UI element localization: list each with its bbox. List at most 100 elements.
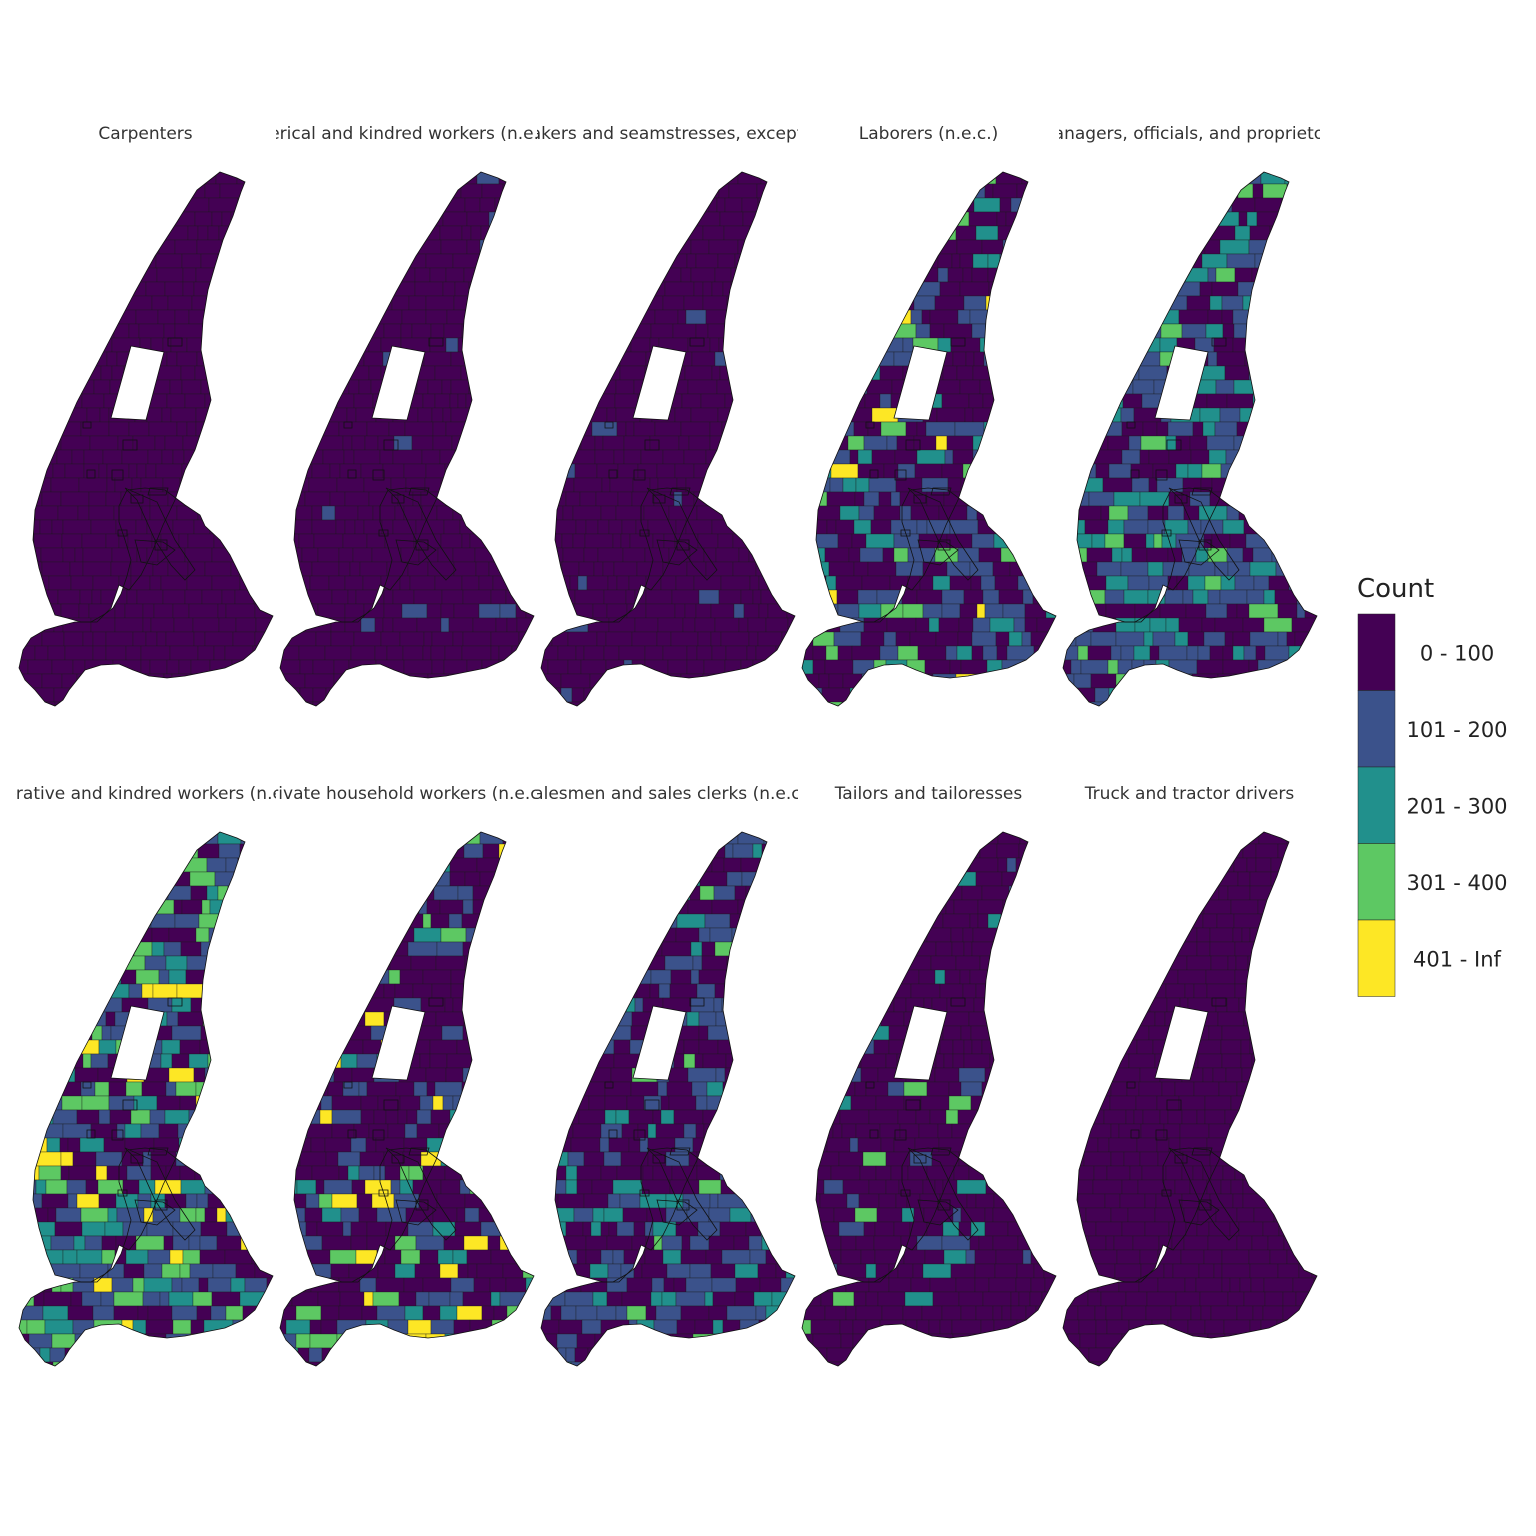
census-tract (660, 1109, 675, 1125)
census-tract (1025, 1095, 1047, 1111)
census-tract (168, 1067, 195, 1083)
census-tract (668, 197, 694, 213)
census-tract (351, 435, 366, 451)
census-tract (171, 997, 192, 1013)
census-tract (132, 631, 147, 647)
census-tract (1195, 701, 1223, 706)
census-tract (280, 1277, 297, 1293)
census-tract (85, 365, 102, 381)
census-tract (753, 701, 764, 706)
census-tract (84, 1235, 103, 1251)
census-tract (878, 491, 892, 507)
census-tract (357, 323, 367, 339)
census-tract (609, 281, 625, 297)
census-tract (267, 1109, 273, 1125)
census-tract (1222, 645, 1234, 661)
census-tract (745, 449, 774, 465)
census-tract (1266, 365, 1289, 381)
census-tract (466, 239, 481, 255)
census-tract (290, 1165, 313, 1181)
census-tract (571, 857, 591, 873)
census-tract (130, 1109, 151, 1125)
census-tract (81, 1221, 106, 1237)
census-tract (701, 941, 716, 957)
census-tract (895, 309, 912, 325)
census-tract (598, 225, 622, 241)
census-tract (450, 351, 469, 367)
census-tract (513, 1235, 534, 1251)
census-tract (1037, 309, 1047, 325)
census-tract (587, 197, 612, 213)
census-tract (494, 1333, 513, 1349)
census-tract (485, 365, 502, 381)
census-tract (301, 941, 318, 957)
census-tract (177, 1361, 196, 1366)
census-tract (392, 281, 416, 297)
census-tract (157, 1376, 171, 1390)
census-tract (19, 1179, 37, 1195)
census-tract (1310, 589, 1317, 605)
census-tract (512, 491, 526, 507)
census-tract (1106, 267, 1118, 283)
census-tract (550, 449, 571, 465)
panel-title: Managers, officials, and proprietors (1039, 124, 1340, 144)
census-tract (952, 449, 974, 465)
census-tract (952, 1039, 965, 1055)
census-tract (1310, 309, 1317, 325)
census-tract (802, 871, 814, 887)
census-tract (300, 969, 314, 985)
census-tract (515, 1193, 534, 1209)
census-tract (866, 969, 891, 985)
census-tract (1307, 172, 1317, 185)
census-tract (338, 421, 368, 437)
census-tract (948, 1081, 962, 1097)
census-tract (280, 1123, 292, 1139)
census-tract (607, 969, 632, 985)
census-tract (438, 1123, 459, 1139)
census-tract (195, 1207, 206, 1223)
census-tract (64, 645, 94, 661)
census-tract (777, 505, 787, 521)
census-tract (148, 421, 178, 437)
census-tract (1175, 716, 1202, 730)
census-tract (377, 1095, 401, 1111)
census-tract (466, 659, 483, 675)
census-tract (1228, 477, 1259, 493)
census-tract (944, 969, 961, 985)
census-tract (1108, 309, 1128, 325)
census-tract (1127, 687, 1157, 703)
census-tract (931, 239, 958, 255)
census-tract (431, 1361, 455, 1366)
census-tract (1259, 407, 1269, 423)
census-tract (451, 687, 468, 703)
census-tract (541, 225, 558, 241)
census-tract (617, 463, 639, 479)
census-tract (338, 281, 369, 297)
census-tract (845, 281, 861, 297)
census-tract (979, 701, 1006, 706)
census-tract (530, 211, 534, 227)
census-tract (280, 477, 285, 493)
census-tract (1251, 687, 1276, 703)
census-tract (1142, 716, 1153, 730)
census-tract (41, 295, 58, 311)
census-tract (237, 197, 251, 213)
census-tract (1154, 172, 1176, 185)
census-tract (752, 1067, 762, 1083)
census-tract (738, 1333, 750, 1349)
census-tract (401, 253, 427, 269)
census-tract (132, 267, 158, 283)
census-tract (1084, 716, 1108, 730)
census-tract (127, 885, 149, 901)
census-tract (1008, 631, 1023, 647)
census-tract (589, 857, 607, 873)
census-tract (427, 716, 439, 730)
census-tract (541, 871, 552, 887)
census-tract (993, 435, 1023, 451)
census-tract (406, 1361, 433, 1366)
census-tract (633, 1376, 652, 1390)
census-tract (541, 295, 564, 311)
census-tract (733, 1376, 745, 1390)
census-tract (19, 871, 36, 887)
census-tract (895, 561, 924, 577)
